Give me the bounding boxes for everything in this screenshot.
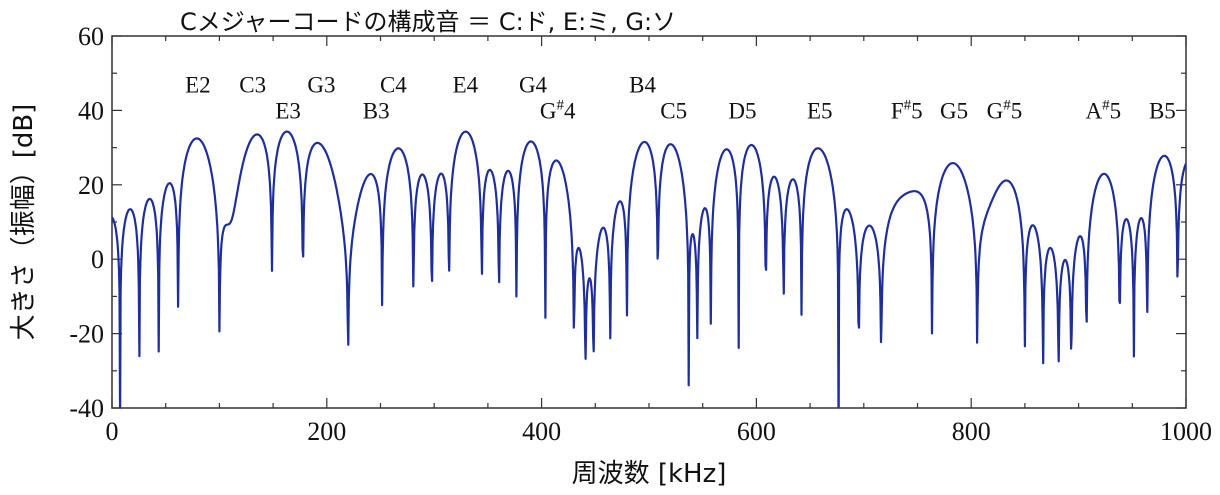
note-label: G#4	[540, 97, 576, 123]
axis-tick-labels: 0 200 400 600 800 1000 -40 -20 0 20 40 60	[69, 22, 1212, 446]
note-label: B5	[1149, 98, 1176, 123]
chart-title: Cメジャーコードの構成音 ＝ C:ド, E:ミ, G:ソ	[180, 8, 677, 36]
y-tick-label: -40	[69, 394, 104, 423]
y-tick-label: 40	[78, 96, 104, 125]
x-tick-label: 600	[737, 417, 776, 446]
note-label: E5	[807, 98, 833, 123]
x-tick-label: 200	[307, 417, 346, 446]
note-label: C3	[239, 72, 266, 97]
note-label: C4	[380, 72, 407, 97]
x-tick-label: 400	[522, 417, 561, 446]
note-label: G3	[307, 72, 335, 97]
note-label: G#5	[987, 97, 1023, 123]
note-label: E2	[185, 72, 211, 97]
x-axis-title: 周波数 [kHz]	[572, 459, 727, 489]
note-label: B4	[629, 72, 656, 97]
note-label: G4	[519, 72, 548, 97]
note-label: G5	[940, 98, 968, 123]
note-label: F#5	[891, 97, 923, 123]
note-label: E3	[275, 98, 301, 123]
x-tick-label: 800	[952, 417, 991, 446]
note-label: A#5	[1085, 97, 1121, 123]
x-tick-label: 0	[106, 417, 119, 446]
y-tick-label: 0	[91, 245, 104, 274]
x-tick-label: 1000	[1160, 417, 1212, 446]
note-label: D5	[728, 98, 756, 123]
note-label: B3	[363, 98, 390, 123]
spectrum-series-line	[112, 130, 1186, 408]
y-tick-label: -20	[69, 320, 104, 349]
y-tick-label: 20	[78, 171, 104, 200]
note-label: C5	[660, 98, 687, 123]
y-tick-label: 60	[78, 22, 104, 51]
y-axis-title: 大きさ（振幅）[dB]	[9, 104, 39, 341]
note-label: E4	[453, 72, 479, 97]
axis-ticks	[111, 35, 1187, 409]
